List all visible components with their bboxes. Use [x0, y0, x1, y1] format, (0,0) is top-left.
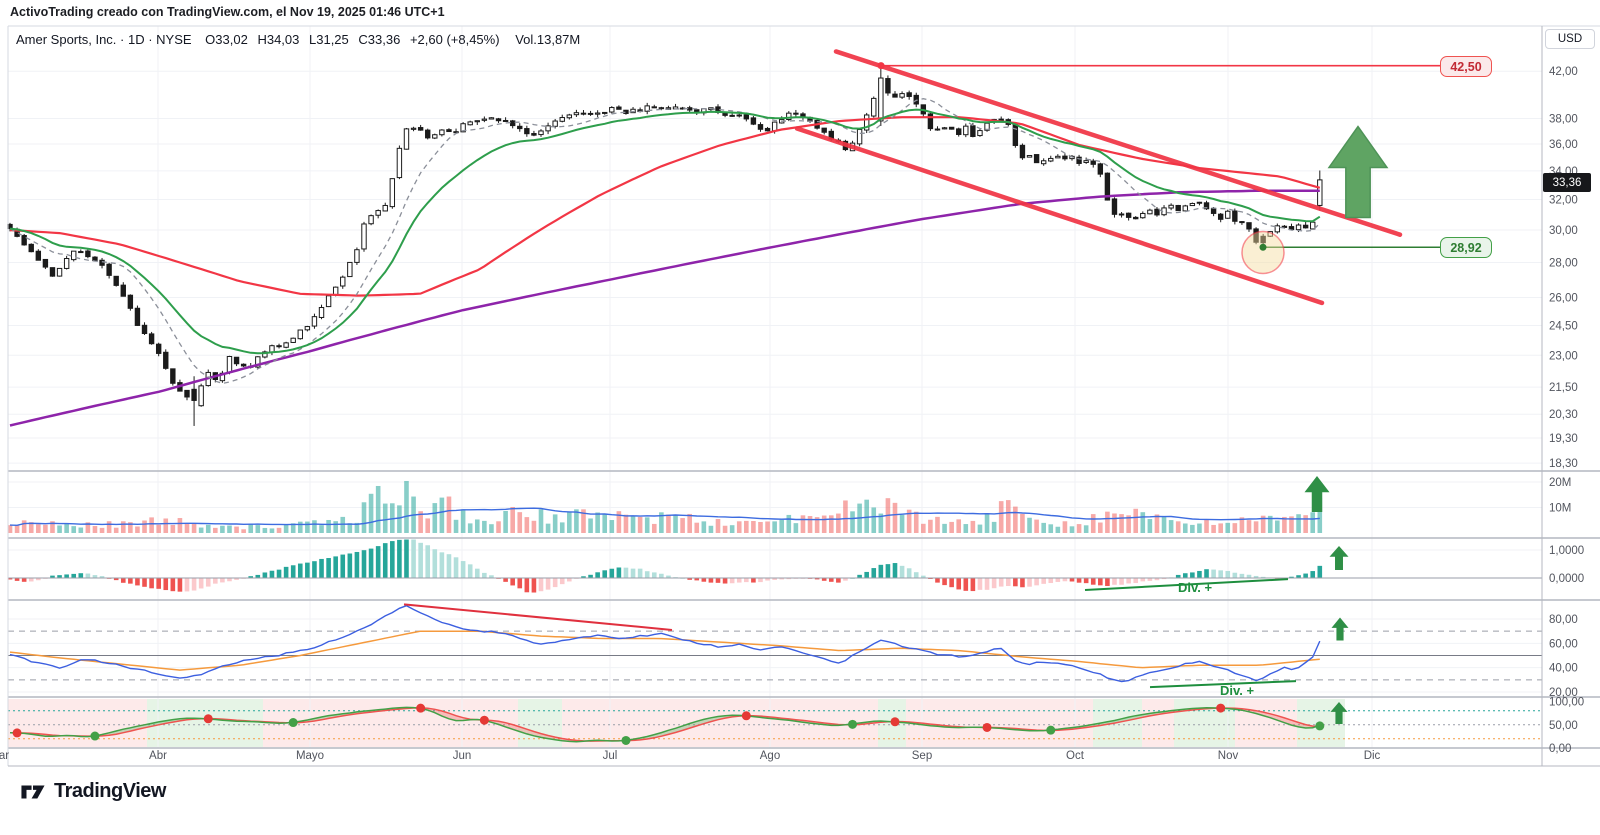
- ohlc-low: L31,25: [309, 32, 349, 47]
- signal-arrows: [1304, 125, 1389, 724]
- up-arrow-rsi[interactable]: [1331, 617, 1349, 641]
- svg-text:Jun: Jun: [453, 750, 472, 762]
- svg-text:ar: ar: [0, 750, 9, 762]
- attribution-text: ActivoTrading creado con TradingView.com…: [10, 5, 445, 19]
- rsi-panel: [8, 603, 1542, 689]
- svg-text:Nov: Nov: [1218, 750, 1239, 762]
- svg-text:36,00: 36,00: [1549, 139, 1578, 151]
- svg-text:100,00: 100,00: [1549, 697, 1584, 709]
- svg-text:Abr: Abr: [149, 750, 167, 762]
- svg-text:Dic: Dic: [1364, 750, 1381, 762]
- up-arrow-stoch[interactable]: [1330, 702, 1348, 724]
- svg-text:18,30: 18,30: [1549, 458, 1578, 470]
- currency-toggle-button[interactable]: USD: [1545, 29, 1595, 49]
- svg-text:Jul: Jul: [603, 750, 618, 762]
- svg-text:28,00: 28,00: [1549, 257, 1578, 269]
- ohlc-high: H34,03: [257, 32, 300, 47]
- ohlc-close: C33,36: [358, 32, 401, 47]
- up-arrow-macd[interactable]: [1329, 546, 1349, 570]
- svg-text:Sep: Sep: [912, 750, 932, 762]
- svg-text:20,30: 20,30: [1549, 409, 1578, 421]
- svg-text:32,00: 32,00: [1549, 195, 1578, 207]
- tradingview-brand-text: TradingView: [54, 780, 166, 802]
- symbol-legend[interactable]: Amer Sports, Inc. · 1D · NYSE O33,02 H34…: [16, 32, 586, 47]
- tradingview-logo-icon: [21, 785, 45, 798]
- svg-text:Mayo: Mayo: [296, 750, 324, 762]
- ohlc-open: O33,02: [205, 32, 248, 47]
- volume-value: Vol.13,87M: [515, 32, 581, 47]
- stoch-panel: [8, 703, 1542, 745]
- svg-text:60,00: 60,00: [1549, 638, 1578, 650]
- tradingview-footer[interactable]: TradingView: [20, 780, 166, 803]
- svg-text:Oct: Oct: [1066, 750, 1085, 762]
- svg-text:26,00: 26,00: [1549, 292, 1578, 304]
- svg-text:19,30: 19,30: [1549, 433, 1578, 445]
- last-price-badge: 33,36: [1543, 173, 1591, 192]
- svg-text:1,0000: 1,0000: [1549, 545, 1584, 557]
- svg-text:0,00: 0,00: [1549, 743, 1571, 755]
- change-value: +2,60 (+8,45%): [409, 32, 500, 47]
- svg-text:0,0000: 0,0000: [1549, 573, 1584, 585]
- svg-text:80,00: 80,00: [1549, 614, 1578, 626]
- svg-text:50,00: 50,00: [1549, 720, 1578, 732]
- trendlines: [794, 49, 1441, 306]
- svg-text:21,50: 21,50: [1549, 382, 1578, 394]
- symbol-title[interactable]: Amer Sports, Inc. · 1D · NYSE: [16, 32, 192, 47]
- svg-text:20M: 20M: [1549, 477, 1571, 489]
- svg-text:42,00: 42,00: [1549, 66, 1578, 78]
- grid: [8, 26, 1542, 748]
- rsi-divergence-label[interactable]: Div. +: [1220, 683, 1255, 698]
- svg-text:20,00: 20,00: [1549, 687, 1578, 699]
- macd-panel: [7, 539, 1542, 593]
- candlesticks: [7, 65, 1323, 426]
- price-axis[interactable]: 42,0038,0036,0034,0032,0030,0028,0026,00…: [1549, 66, 1584, 755]
- support-price-label[interactable]: 28,92: [1440, 237, 1492, 258]
- svg-text:10M: 10M: [1549, 503, 1571, 515]
- svg-text:24,50: 24,50: [1549, 320, 1578, 332]
- svg-text:30,00: 30,00: [1549, 225, 1578, 237]
- resistance-price-label[interactable]: 42,50: [1440, 56, 1492, 77]
- up-arrow-price[interactable]: [1327, 125, 1389, 219]
- moving-averages: [9, 98, 1321, 427]
- svg-text:23,00: 23,00: [1549, 350, 1578, 362]
- time-axis[interactable]: ar Abr Mayo Jun Jul Ago Sep Oct Nov Dic: [0, 750, 1381, 762]
- svg-text:38,00: 38,00: [1549, 113, 1578, 125]
- frame: [7, 25, 1600, 767]
- macd-divergence-label[interactable]: Div. +: [1178, 580, 1213, 595]
- up-arrow-volume[interactable]: [1304, 476, 1330, 512]
- volume-panel: [7, 480, 1323, 533]
- svg-text:Ago: Ago: [760, 750, 780, 762]
- svg-text:40,00: 40,00: [1549, 663, 1578, 675]
